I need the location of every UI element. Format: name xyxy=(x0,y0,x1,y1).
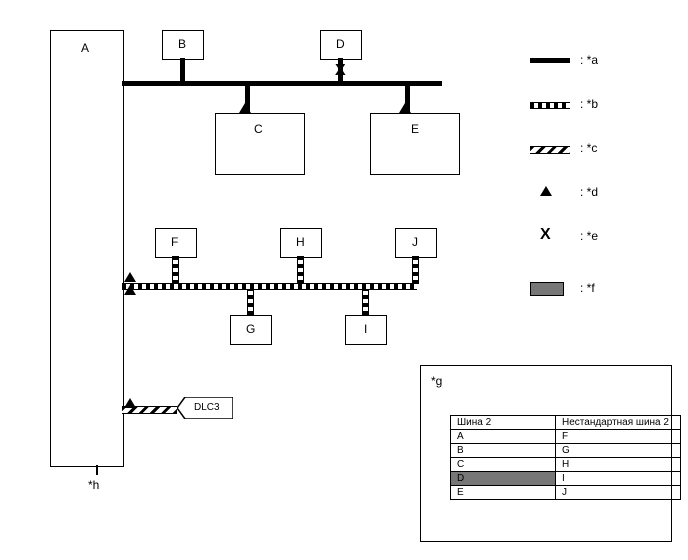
bus-checker-f xyxy=(172,256,179,284)
table-header-row: Шина 2 Нестандартная шина 2 xyxy=(451,416,681,430)
legend-label-e: : *e xyxy=(580,229,598,243)
block-d-label: D xyxy=(336,37,345,51)
legend-sample-d xyxy=(540,186,552,196)
legend-sample-a xyxy=(530,58,570,63)
block-g: G xyxy=(230,315,272,345)
block-c: C xyxy=(215,113,305,175)
table-cell: E xyxy=(451,486,556,500)
triangle-a2 xyxy=(124,285,136,295)
block-i-label: I xyxy=(364,322,367,336)
table-cell: C xyxy=(451,458,556,472)
h-footnote: *h xyxy=(88,478,99,492)
triangle-a3 xyxy=(124,398,136,408)
triangle-c xyxy=(239,103,251,113)
bus-checker-h xyxy=(297,256,304,284)
table-cell: J xyxy=(556,486,681,500)
table-h2: Нестандартная шина 2 xyxy=(556,416,681,430)
triangle-e xyxy=(399,103,411,113)
table-row: B G xyxy=(451,444,681,458)
block-a: A xyxy=(50,30,124,467)
block-f: F xyxy=(155,228,197,258)
table-g: Шина 2 Нестандартная шина 2 A F B G C H … xyxy=(450,415,681,500)
bus-checker-j xyxy=(412,256,419,284)
block-e-label: E xyxy=(411,122,419,136)
table-row-highlight: D I xyxy=(451,472,681,486)
bus-thick-b xyxy=(180,58,185,83)
block-b-label: B xyxy=(178,37,186,51)
table-row: E J xyxy=(451,486,681,500)
bus-thick-main xyxy=(122,81,442,86)
legend-label-b: : *b xyxy=(580,97,598,111)
table-cell: F xyxy=(556,430,681,444)
legend-sample-f xyxy=(530,282,564,296)
legend-label-c: : *c xyxy=(580,141,597,155)
legend-sample-e: X xyxy=(540,226,551,244)
triangle-a1 xyxy=(124,272,136,282)
bus-checker-main xyxy=(122,283,417,290)
h-tick xyxy=(96,465,98,475)
block-f-label: F xyxy=(171,235,178,249)
legend-label-a: : *a xyxy=(580,53,598,67)
table-cell: A xyxy=(451,430,556,444)
table-cell: I xyxy=(556,472,681,486)
block-j: J xyxy=(395,228,437,258)
legend-label-f: : *f xyxy=(580,281,595,295)
block-h-label: H xyxy=(296,235,305,249)
table-h1: Шина 2 xyxy=(451,416,556,430)
block-d: D xyxy=(320,30,362,60)
block-c-label: C xyxy=(254,122,263,136)
table-cell: D xyxy=(451,472,556,486)
table-cell: B xyxy=(451,444,556,458)
legend-sample-c xyxy=(530,146,570,154)
bus-checker-i xyxy=(362,289,369,315)
legend-sample-b xyxy=(530,102,570,109)
table-cell: H xyxy=(556,458,681,472)
bus-checker-g xyxy=(247,289,254,315)
block-h: H xyxy=(280,228,322,258)
block-j-label: J xyxy=(412,235,418,249)
block-i: I xyxy=(345,315,387,345)
block-e: E xyxy=(370,113,460,175)
table-row: A F xyxy=(451,430,681,444)
xmark-d: X xyxy=(335,62,346,80)
block-a-label: A xyxy=(81,41,89,55)
dlc3-label: DLC3 xyxy=(194,402,220,413)
block-b: B xyxy=(162,30,204,60)
table-row: C H xyxy=(451,458,681,472)
legend-label-d: : *d xyxy=(580,185,598,199)
table-cell: G xyxy=(556,444,681,458)
panel-g-title: *g xyxy=(431,374,442,388)
block-g-label: G xyxy=(246,322,255,336)
